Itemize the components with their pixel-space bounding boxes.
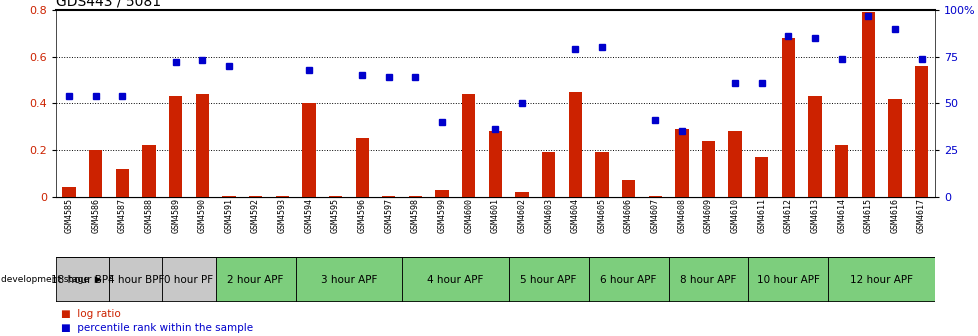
Bar (861, 12, 874, 197)
Bar (808, 96, 821, 197)
Bar (514, 192, 528, 197)
Bar (222, 196, 236, 197)
Text: 6 hour APF: 6 hour APF (600, 275, 656, 285)
Text: 18 hour BPF: 18 hour BPF (51, 275, 113, 285)
Bar (409, 196, 422, 197)
Bar (63, 187, 75, 197)
Text: 2 hour APF: 2 hour APF (227, 275, 284, 285)
Bar (169, 96, 182, 197)
Bar (887, 99, 901, 197)
Text: GSM4596: GSM4596 (357, 198, 367, 234)
Text: GSM4592: GSM4592 (250, 198, 260, 234)
Text: GSM4603: GSM4603 (544, 198, 553, 234)
Bar (488, 131, 502, 197)
Text: GSM4588: GSM4588 (145, 198, 154, 234)
Text: GSM4589: GSM4589 (171, 198, 180, 234)
Bar (302, 103, 315, 197)
Bar (275, 196, 289, 197)
Bar (56, 257, 109, 302)
Text: GSM4585: GSM4585 (65, 198, 73, 234)
Bar (89, 150, 103, 197)
Bar (329, 196, 342, 197)
Bar (748, 257, 827, 302)
Text: GSM4586: GSM4586 (91, 198, 100, 234)
Bar (542, 152, 555, 197)
Bar (115, 169, 129, 197)
Bar (595, 152, 608, 197)
Bar (162, 257, 215, 302)
Text: GSM4607: GSM4607 (650, 198, 659, 234)
Bar (668, 257, 748, 302)
Text: ■  log ratio: ■ log ratio (61, 309, 120, 319)
Text: GSM4614: GSM4614 (836, 198, 845, 234)
Text: GDS443 / 5081: GDS443 / 5081 (56, 0, 160, 9)
Text: GSM4606: GSM4606 (623, 198, 633, 234)
Text: 5 hour APF: 5 hour APF (520, 275, 576, 285)
Text: 4 hour BPF: 4 hour BPF (108, 275, 163, 285)
Bar (781, 38, 794, 197)
Bar (827, 257, 934, 302)
Bar (462, 94, 475, 197)
Text: 0 hour PF: 0 hour PF (164, 275, 213, 285)
Text: GSM4610: GSM4610 (730, 198, 739, 234)
Text: ■  percentile rank within the sample: ■ percentile rank within the sample (61, 323, 252, 333)
Bar (435, 190, 448, 197)
Bar (109, 257, 162, 302)
Bar (295, 257, 402, 302)
Bar (142, 145, 156, 197)
Bar (621, 180, 635, 197)
Text: GSM4617: GSM4617 (916, 198, 925, 234)
Text: GSM4587: GSM4587 (117, 198, 127, 234)
Text: GSM4608: GSM4608 (677, 198, 686, 234)
Text: GSM4616: GSM4616 (890, 198, 899, 234)
Bar (402, 257, 509, 302)
Bar (568, 92, 581, 197)
Text: GSM4593: GSM4593 (278, 198, 287, 234)
Bar (381, 196, 395, 197)
Text: development stage  ▶: development stage ▶ (1, 275, 102, 284)
Bar (215, 257, 295, 302)
Text: 12 hour APF: 12 hour APF (849, 275, 912, 285)
Text: GSM4602: GSM4602 (517, 198, 526, 234)
Bar (248, 196, 262, 197)
Bar (914, 66, 927, 197)
Bar (355, 138, 369, 197)
Text: GSM4615: GSM4615 (863, 198, 872, 234)
Text: GSM4604: GSM4604 (570, 198, 579, 234)
Bar (588, 257, 668, 302)
Bar (701, 140, 714, 197)
Text: GSM4611: GSM4611 (757, 198, 766, 234)
Bar (675, 129, 688, 197)
Text: GSM4600: GSM4600 (464, 198, 472, 234)
Bar (509, 257, 588, 302)
Text: 8 hour APF: 8 hour APF (680, 275, 735, 285)
Bar (728, 131, 741, 197)
Text: 4 hour APF: 4 hour APF (426, 275, 483, 285)
Text: GSM4590: GSM4590 (198, 198, 206, 234)
Text: GSM4612: GSM4612 (783, 198, 792, 234)
Bar (754, 157, 768, 197)
Text: 3 hour APF: 3 hour APF (321, 275, 377, 285)
Text: GSM4601: GSM4601 (490, 198, 500, 234)
Text: GSM4597: GSM4597 (384, 198, 393, 234)
Text: GSM4613: GSM4613 (810, 198, 819, 234)
Bar (834, 145, 848, 197)
Bar (647, 196, 661, 197)
Text: GSM4598: GSM4598 (411, 198, 420, 234)
Bar (196, 94, 208, 197)
Text: GSM4594: GSM4594 (304, 198, 313, 234)
Text: GSM4605: GSM4605 (597, 198, 605, 234)
Text: 10 hour APF: 10 hour APF (756, 275, 819, 285)
Text: GSM4591: GSM4591 (224, 198, 233, 234)
Text: GSM4609: GSM4609 (703, 198, 712, 234)
Text: GSM4599: GSM4599 (437, 198, 446, 234)
Text: GSM4595: GSM4595 (331, 198, 339, 234)
